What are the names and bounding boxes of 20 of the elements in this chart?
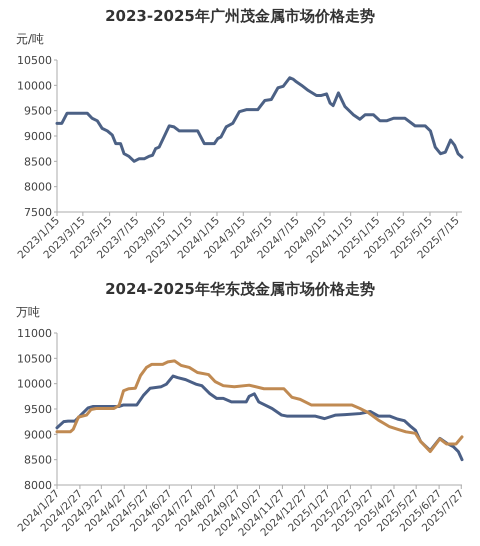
y-tick-label: 10000: [17, 79, 52, 92]
y-tick-label: 8000: [24, 479, 52, 492]
chart-title: 2024-2025年华东茂金属市场价格走势: [105, 280, 375, 298]
y-tick-label: 10500: [17, 352, 52, 366]
y-tick-label: 9000: [24, 428, 52, 442]
y-tick-label: 9500: [24, 403, 52, 416]
y-tick-label: 8500: [24, 454, 52, 467]
chart-title: 2023-2025年广州茂金属市场价格走势: [105, 7, 375, 25]
y-axis-title: 元/吨: [16, 32, 44, 46]
line-series: [56, 76, 464, 163]
y-tick-label: 8000: [24, 180, 52, 194]
y-tick-label: 8500: [24, 155, 52, 168]
y-tick-label: 10500: [17, 54, 52, 67]
y-axis-title: 万吨: [16, 305, 40, 319]
y-tick-label: 7500: [24, 206, 52, 219]
y-tick-label: 9000: [24, 130, 52, 143]
y-tick-label: 11000: [17, 327, 52, 340]
y-tick-label: 10000: [17, 378, 52, 391]
line-series: [56, 359, 464, 454]
y-tick-label: 9500: [24, 104, 52, 118]
